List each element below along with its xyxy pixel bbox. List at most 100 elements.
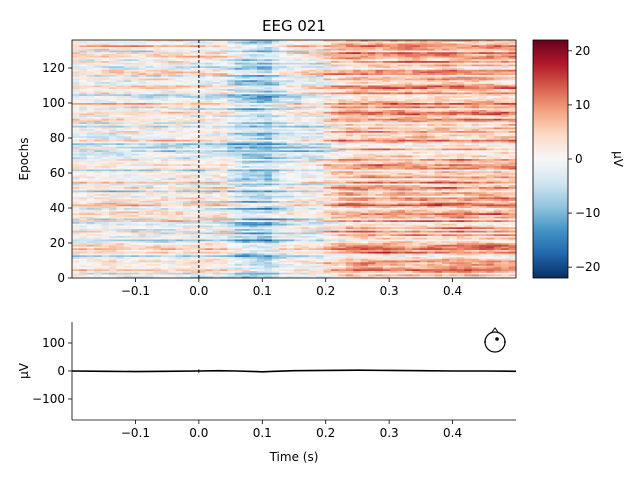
heatmap-cell: [175, 82, 184, 85]
heatmap-cell: [79, 96, 88, 99]
heatmap-cell: [375, 160, 384, 163]
heatmap-cell: [160, 125, 169, 128]
heatmap-cell: [501, 62, 509, 65]
heatmap-cell: [175, 146, 184, 149]
heatmap-cell: [138, 124, 147, 127]
heatmap-cell: [338, 164, 347, 167]
heatmap-cell: [94, 157, 102, 160]
heatmap-cell: [234, 90, 243, 93]
heatmap-cell: [338, 71, 347, 74]
heatmap-cell: [301, 73, 310, 76]
heatmap-cell: [449, 146, 458, 149]
heatmap-cell: [397, 171, 406, 174]
heatmap-cell: [101, 176, 110, 179]
heatmap-cell: [183, 166, 191, 169]
heatmap-cell: [175, 141, 184, 144]
heatmap-cell: [471, 125, 480, 128]
heatmap-cell: [486, 167, 495, 170]
heatmap-cell: [72, 103, 80, 106]
heatmap-cell: [323, 73, 332, 76]
heatmap-cell: [434, 57, 443, 60]
heatmap-cell: [479, 48, 487, 51]
heatmap-cell: [397, 124, 406, 127]
heatmap-cell: [308, 78, 317, 81]
heatmap-cell: [220, 162, 228, 165]
heatmap-cell: [301, 160, 310, 163]
heatmap-cell: [397, 164, 406, 167]
heatmap-cell: [331, 40, 339, 43]
heatmap-cell: [190, 160, 199, 163]
heatmap-cell: [257, 80, 265, 83]
heatmap-cell: [345, 47, 354, 50]
heatmap-cell: [160, 167, 169, 170]
heatmap-cell: [249, 75, 258, 78]
heatmap-cell: [493, 87, 502, 90]
heatmap-cell: [427, 124, 435, 127]
heatmap-cell: [264, 139, 273, 142]
heatmap-cell: [331, 164, 339, 167]
heatmap-cell: [205, 164, 213, 167]
heatmap-cell: [101, 148, 110, 151]
heatmap-cell: [94, 181, 102, 184]
heatmap-cell: [301, 132, 310, 135]
heatmap-cell: [94, 132, 102, 135]
heatmap-cell: [72, 176, 80, 179]
heatmap-cell: [375, 55, 384, 58]
heatmap-cell: [264, 118, 273, 121]
heatmap-cell: [138, 145, 147, 148]
heatmap-cell: [72, 82, 80, 85]
heatmap-cell: [109, 160, 117, 163]
heatmap-cell: [316, 115, 324, 118]
heatmap-cell: [109, 134, 117, 137]
heatmap-cell: [205, 145, 213, 148]
heatmap-cell: [486, 55, 495, 58]
heatmap-cell: [434, 153, 443, 156]
heatmap-cell: [138, 47, 147, 50]
heatmap-cell: [123, 71, 132, 74]
heatmap-cell: [101, 183, 110, 186]
heatmap-cell: [323, 174, 332, 177]
heatmap-cell: [190, 62, 199, 65]
heatmap-cell: [101, 164, 110, 167]
heatmap-cell: [234, 181, 243, 184]
heatmap-cell: [308, 143, 317, 146]
heatmap-cell: [375, 141, 384, 144]
heatmap-cell: [323, 180, 332, 183]
heatmap-cell: [316, 134, 324, 137]
heatmap-cell: [486, 43, 495, 46]
heatmap-cell: [138, 92, 147, 95]
heatmap-cell: [109, 180, 117, 183]
heatmap-cell: [471, 117, 480, 120]
heatmap-cell: [308, 108, 317, 111]
heatmap-cell: [294, 148, 302, 151]
heatmap-cell: [264, 66, 273, 69]
heatmap-cell: [257, 110, 265, 113]
heatmap-cell: [131, 75, 139, 78]
heatmap-cell: [257, 173, 265, 176]
heatmap-cell: [331, 110, 339, 113]
heatmap-cell: [419, 40, 428, 43]
heatmap-cell: [442, 181, 450, 184]
heatmap-cell: [86, 83, 95, 86]
heatmap-cell: [382, 64, 391, 67]
heatmap-cell: [227, 146, 236, 149]
heatmap-cell: [271, 101, 280, 104]
heatmap-cell: [109, 120, 117, 123]
heatmap-cell: [212, 108, 221, 111]
heatmap-cell: [368, 90, 376, 93]
heatmap-cell: [412, 169, 421, 172]
heatmap-cell: [493, 61, 502, 64]
heatmap-cell: [449, 159, 458, 162]
heatmap-cell: [456, 76, 465, 79]
heatmap-cell: [345, 110, 354, 113]
heatmap-cell: [464, 164, 472, 167]
heatmap-cell: [397, 110, 406, 113]
heatmap-cell: [109, 85, 117, 88]
heatmap-cell: [308, 40, 317, 43]
heatmap-cell: [382, 166, 391, 169]
heatmap-cell: [86, 162, 95, 165]
heatmap-cell: [146, 66, 154, 69]
heatmap-cell: [138, 153, 147, 156]
heatmap-cell: [471, 45, 480, 48]
heatmap-cell: [419, 103, 428, 106]
